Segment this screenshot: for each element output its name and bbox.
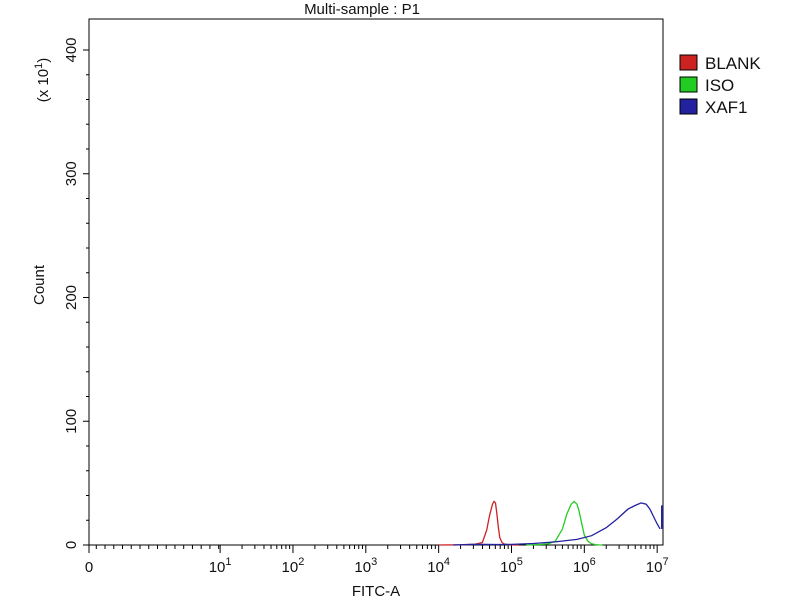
y-multiplier-label: (x 101) (33, 58, 52, 102)
y-tick-label: 100 (63, 409, 80, 434)
series-line-xaf1 (453, 502, 661, 546)
x-tick-label: 106 (573, 556, 596, 576)
legend-label-xaf1: XAF1 (705, 98, 748, 117)
y-axis: 0 100 200 300 400 (63, 37, 89, 549)
x-tick-label: 104 (427, 556, 450, 576)
x-tick-label: 102 (282, 556, 305, 576)
y-tick-label: 400 (63, 37, 80, 62)
y-tick-label: 300 (63, 161, 80, 186)
x-axis-title: FITC-A (352, 583, 400, 600)
legend-label-blank: BLANK (705, 54, 761, 73)
x-axis: 0 101 102 103 104 105 106 107 (85, 545, 669, 576)
y-tick-label: 200 (63, 285, 80, 310)
legend-swatch-iso (679, 76, 698, 93)
legend-swatch-blank (679, 54, 698, 71)
x-tick-label: 107 (646, 556, 669, 576)
series-lines (438, 500, 663, 546)
y-axis-title: Count (31, 264, 48, 305)
x-tick-label: 0 (85, 559, 93, 576)
chart-title: Multi-sample : P1 (304, 1, 420, 18)
x-tick-label: 105 (500, 556, 523, 576)
legend: BLANK ISO XAF1 (679, 54, 761, 117)
legend-swatch-xaf1 (679, 98, 698, 115)
x-tick-label: 101 (209, 556, 232, 576)
y-tick-label: 0 (63, 541, 80, 549)
x-tick-label: 103 (354, 556, 377, 576)
plot-area (88, 18, 664, 546)
legend-label-iso: ISO (705, 76, 734, 95)
